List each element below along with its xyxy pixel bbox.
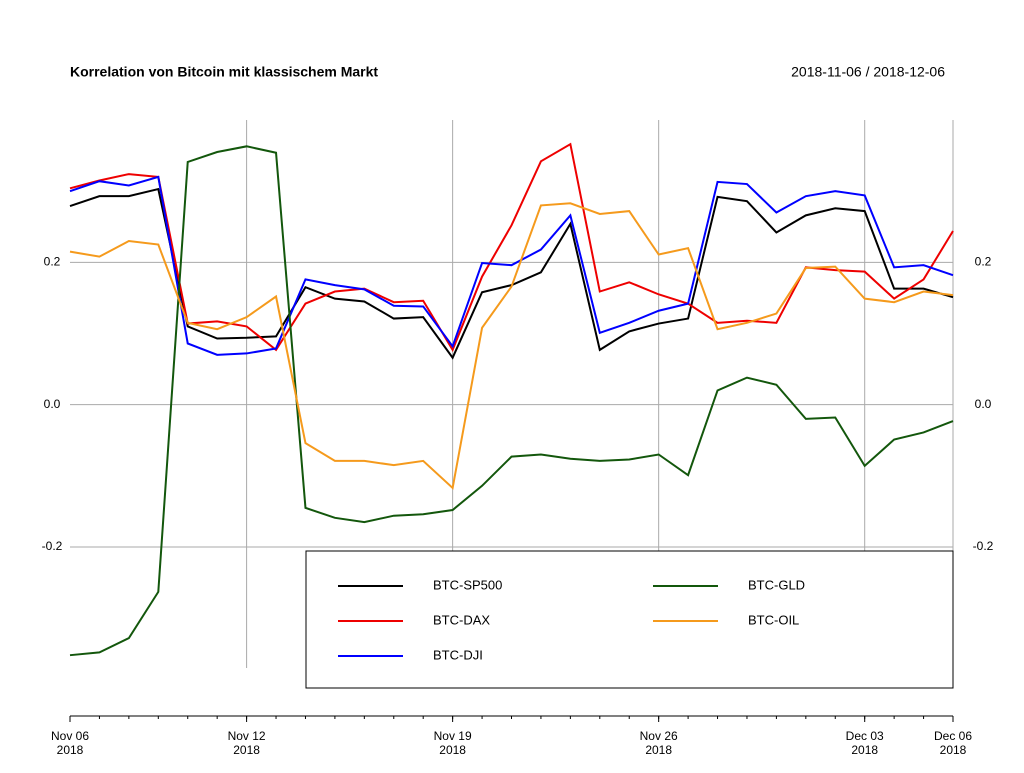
x-tick-label-year: 2018 bbox=[57, 743, 84, 757]
x-tick-label-year: 2018 bbox=[940, 743, 967, 757]
x-tick-label: Nov 12 bbox=[228, 729, 266, 743]
legend-label: BTC-SP500 bbox=[433, 577, 502, 592]
y-tick-label-right: -0.2 bbox=[973, 539, 994, 553]
date-range: 2018-11-06 / 2018-12-06 bbox=[791, 64, 945, 80]
x-tick-label-year: 2018 bbox=[645, 743, 672, 757]
y-tick-label-right: 0.2 bbox=[975, 255, 992, 269]
x-tick-label-year: 2018 bbox=[439, 743, 466, 757]
legend-label: BTC-OIL bbox=[748, 612, 799, 627]
x-tick-label: Dec 06 bbox=[934, 729, 972, 743]
y-tick-label: -0.2 bbox=[42, 539, 63, 553]
x-tick-label-year: 2018 bbox=[851, 743, 878, 757]
legend-box bbox=[305, 550, 954, 689]
legend-label: BTC-GLD bbox=[748, 577, 805, 592]
x-tick-label: Nov 19 bbox=[434, 729, 472, 743]
x-tick-label: Nov 26 bbox=[640, 729, 678, 743]
y-tick-label: 0.0 bbox=[44, 397, 61, 411]
legend-label: BTC-DJI bbox=[433, 647, 483, 662]
legend-label: BTC-DAX bbox=[433, 612, 490, 627]
series-line bbox=[69, 175, 954, 356]
series-line bbox=[69, 187, 954, 360]
x-tick-label-year: 2018 bbox=[233, 743, 260, 757]
series-line bbox=[69, 202, 954, 490]
series-line bbox=[69, 145, 954, 657]
x-tick-label: Nov 06 bbox=[51, 729, 89, 743]
x-tick-label: Dec 03 bbox=[846, 729, 884, 743]
series-line bbox=[69, 142, 954, 353]
chart-title: Korrelation von Bitcoin mit klassischem … bbox=[70, 64, 378, 80]
y-tick-label: 0.2 bbox=[44, 255, 61, 269]
y-tick-label-right: 0.0 bbox=[975, 397, 992, 411]
